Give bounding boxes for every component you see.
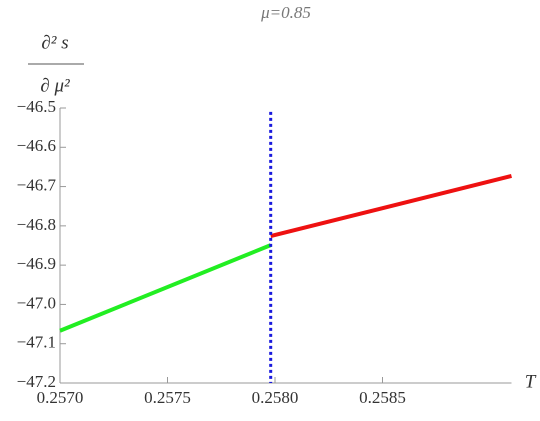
chart-title: μ=0.85	[260, 3, 311, 22]
x-tick-label: 0.2575	[144, 388, 191, 407]
y-tick-label: −47.0	[17, 293, 56, 312]
y-tick-label: −46.9	[17, 254, 56, 273]
y-label-denominator: ∂ μ²	[40, 75, 70, 96]
y-tick-label: −47.1	[17, 333, 56, 352]
y-tick-label: −46.6	[17, 136, 56, 155]
x-tick-label: 0.2570	[37, 388, 84, 407]
x-label: T	[525, 371, 537, 392]
y-tick-label: −46.8	[17, 215, 56, 234]
y-label-numerator: ∂² s	[41, 32, 68, 53]
y-tick-label: −46.5	[17, 97, 56, 116]
y-tick-label: −47.2	[17, 372, 56, 391]
series-line	[59, 243, 272, 333]
x-tick-label: 0.2585	[359, 388, 406, 407]
x-tick-label: 0.2580	[252, 388, 299, 407]
y-tick-label: −46.7	[17, 175, 57, 194]
series-line	[270, 174, 512, 239]
